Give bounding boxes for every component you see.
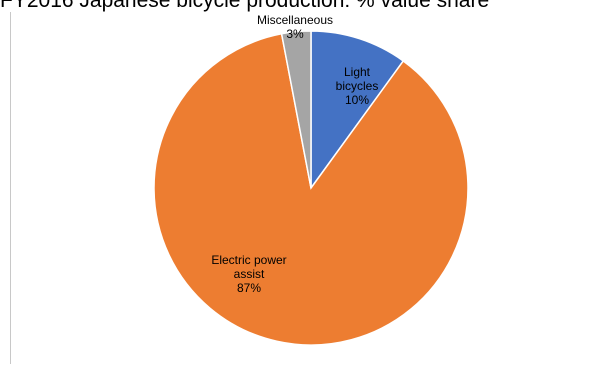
pie-slices bbox=[153, 30, 469, 346]
pie-slice-electric-power-assist bbox=[153, 32, 469, 346]
label-value: 3% bbox=[286, 27, 304, 41]
pie-slice-miscellaneous bbox=[280, 30, 312, 189]
chart-frame-border bbox=[10, 12, 11, 364]
label-text: assist bbox=[234, 267, 265, 281]
data-label-miscellaneous: Miscellaneous 3% bbox=[257, 13, 333, 41]
label-value: 10% bbox=[345, 93, 369, 107]
data-label-electric-power-assist: Electric power assist 87% bbox=[211, 253, 286, 295]
label-text: Light bbox=[344, 65, 371, 79]
label-text: bicycles bbox=[336, 79, 379, 93]
data-label-light-bicycles: Light bicycles 10% bbox=[336, 65, 379, 107]
label-value: 87% bbox=[237, 281, 261, 295]
label-text: Miscellaneous bbox=[257, 13, 333, 27]
label-text: Electric power bbox=[211, 253, 286, 267]
pie-slice-light-bicycles bbox=[310, 30, 405, 191]
pie-labels: Light bicycles 10% Electric power assist 87% M… bbox=[211, 13, 378, 295]
page-title: FY2016 Japanese bicycle production: % va… bbox=[0, 0, 490, 12]
